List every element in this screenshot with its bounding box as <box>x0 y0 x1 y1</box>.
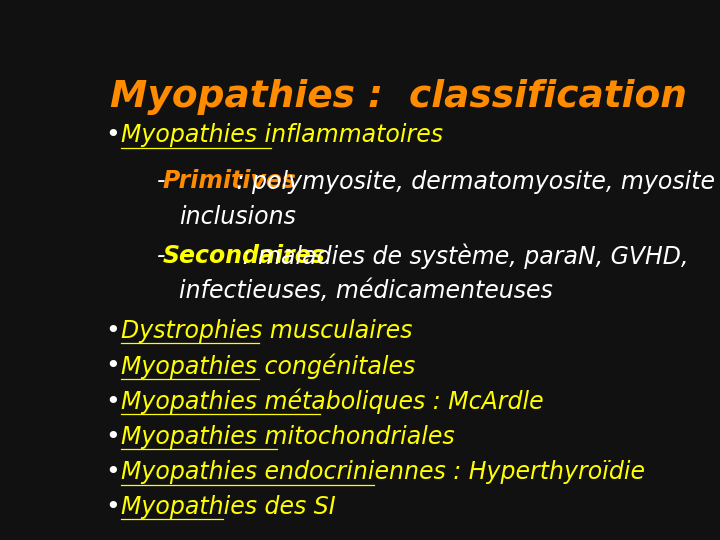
Text: Myopathies :  classification: Myopathies : classification <box>109 79 687 116</box>
Text: inclusions: inclusions <box>179 205 296 228</box>
Text: -: - <box>157 169 166 193</box>
Text: Myopathies métaboliques : McArdle: Myopathies métaboliques : McArdle <box>121 389 544 414</box>
Text: Myopathies des SI: Myopathies des SI <box>121 495 336 519</box>
Text: •: • <box>106 389 120 414</box>
Text: -: - <box>157 244 166 268</box>
Text: •: • <box>106 124 120 147</box>
Text: infectieuses, médicamenteuses: infectieuses, médicamenteuses <box>179 279 553 303</box>
Text: : maladies de système, paraN, GVHD,: : maladies de système, paraN, GVHD, <box>235 244 689 269</box>
Text: Secondaires: Secondaires <box>163 244 326 268</box>
Text: Myopathies inflammatoires: Myopathies inflammatoires <box>121 124 443 147</box>
Text: •: • <box>106 495 120 519</box>
Text: •: • <box>106 460 120 484</box>
Text: •: • <box>106 319 120 343</box>
Text: •: • <box>106 354 120 378</box>
Text: Myopathies endocriniennes : Hyperthyroïdie: Myopathies endocriniennes : Hyperthyroïd… <box>121 460 644 484</box>
Text: •: • <box>106 425 120 449</box>
Text: Myopathies congénitales: Myopathies congénitales <box>121 354 415 379</box>
Text: : polymyosite, dermatomyosite, myosite à: : polymyosite, dermatomyosite, myosite à <box>229 168 720 194</box>
Text: Primitives: Primitives <box>163 169 297 193</box>
Text: Dystrophies musculaires: Dystrophies musculaires <box>121 319 412 343</box>
Text: Myopathies mitochondriales: Myopathies mitochondriales <box>121 425 454 449</box>
